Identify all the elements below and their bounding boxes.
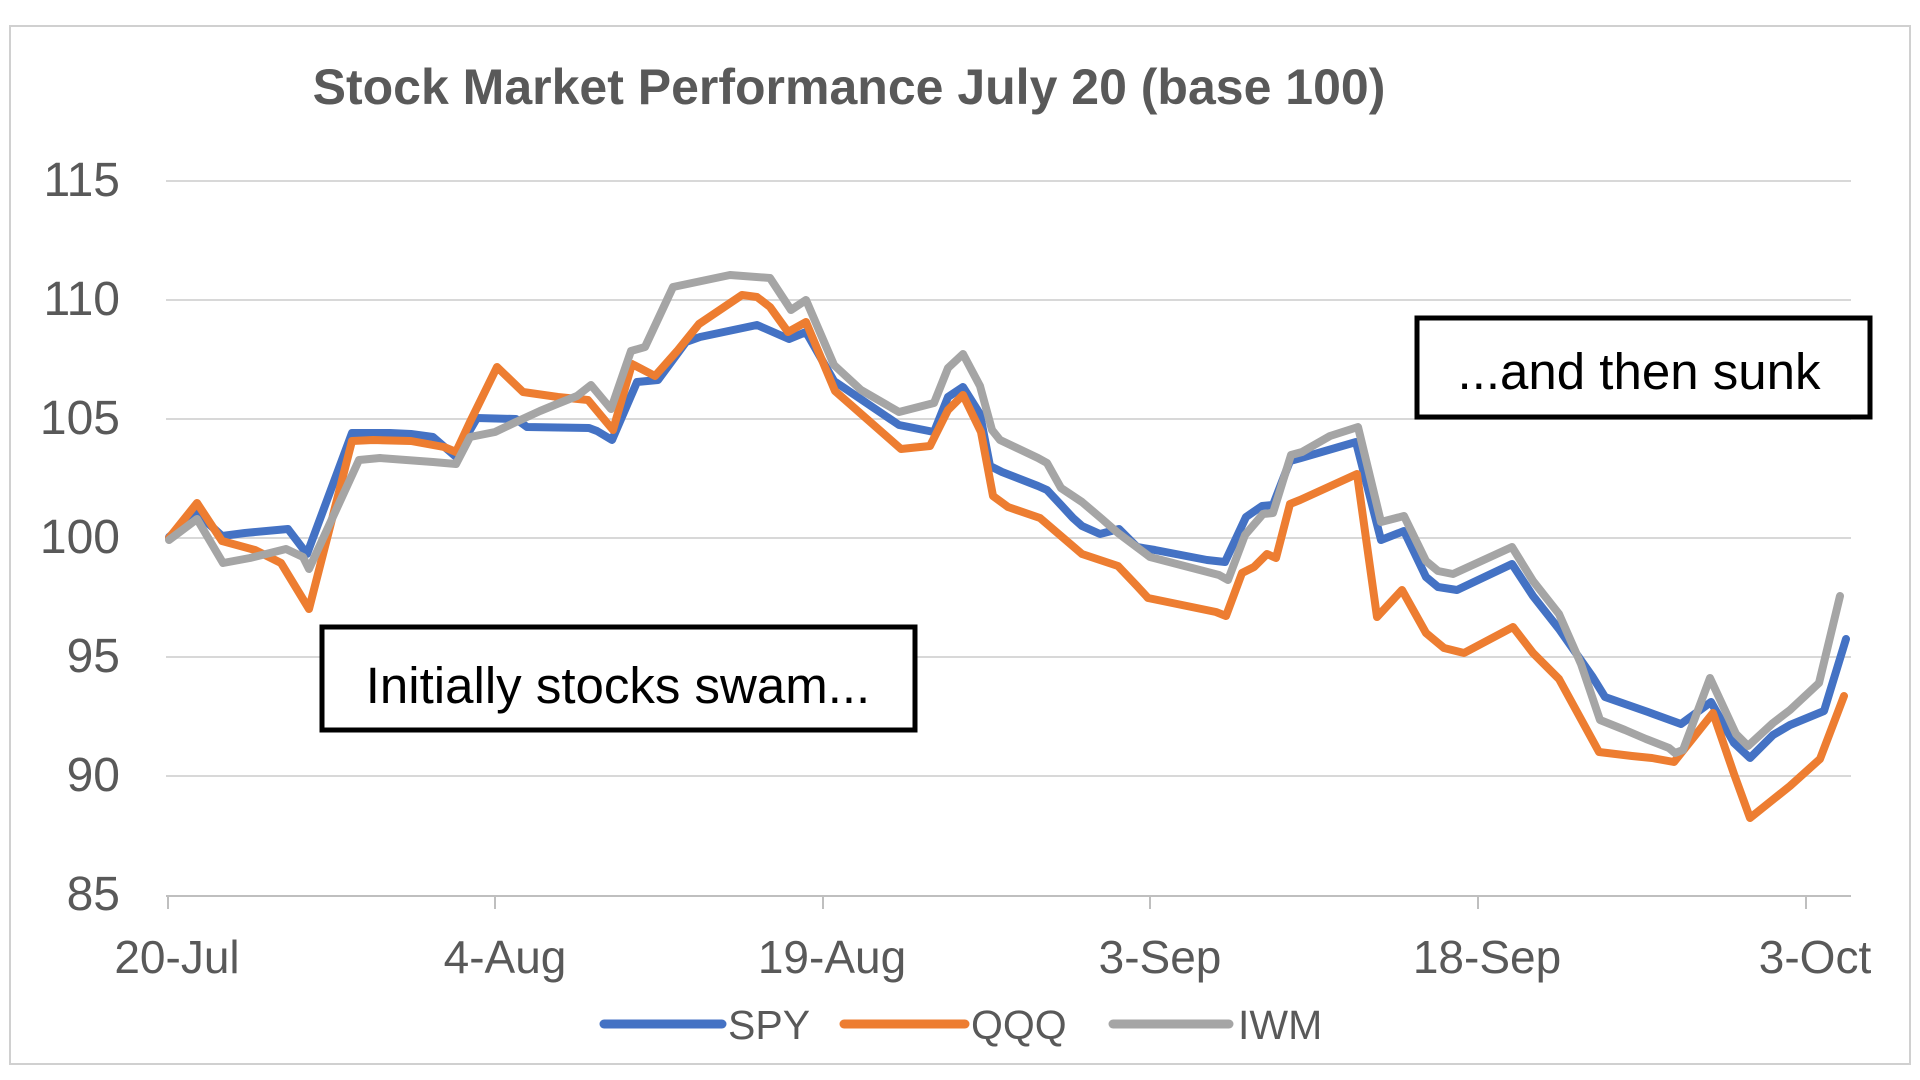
svg-text:SPY: SPY <box>728 1002 810 1048</box>
svg-text:100: 100 <box>40 511 120 564</box>
svg-text:19-Aug: 19-Aug <box>758 931 906 983</box>
svg-text:105: 105 <box>40 392 120 445</box>
svg-text:85: 85 <box>67 868 120 921</box>
svg-text:110: 110 <box>43 273 120 326</box>
svg-text:3-Sep: 3-Sep <box>1099 931 1222 983</box>
svg-text:18-Sep: 18-Sep <box>1413 931 1561 983</box>
svg-text:...and then sunk: ...and then sunk <box>1458 343 1821 400</box>
svg-text:3-Oct: 3-Oct <box>1759 931 1872 983</box>
svg-text:Stock Market Performance July: Stock Market Performance July 20 (base 1… <box>313 59 1386 115</box>
svg-text:IWM: IWM <box>1238 1002 1322 1048</box>
svg-text:4-Aug: 4-Aug <box>444 931 567 983</box>
svg-text:Initially stocks swam...: Initially stocks swam... <box>366 657 870 714</box>
svg-text:20-Jul: 20-Jul <box>114 931 239 983</box>
svg-text:90: 90 <box>67 749 120 802</box>
svg-text:95: 95 <box>67 630 120 683</box>
svg-text:115: 115 <box>43 154 120 207</box>
svg-text:QQQ: QQQ <box>971 1002 1067 1048</box>
